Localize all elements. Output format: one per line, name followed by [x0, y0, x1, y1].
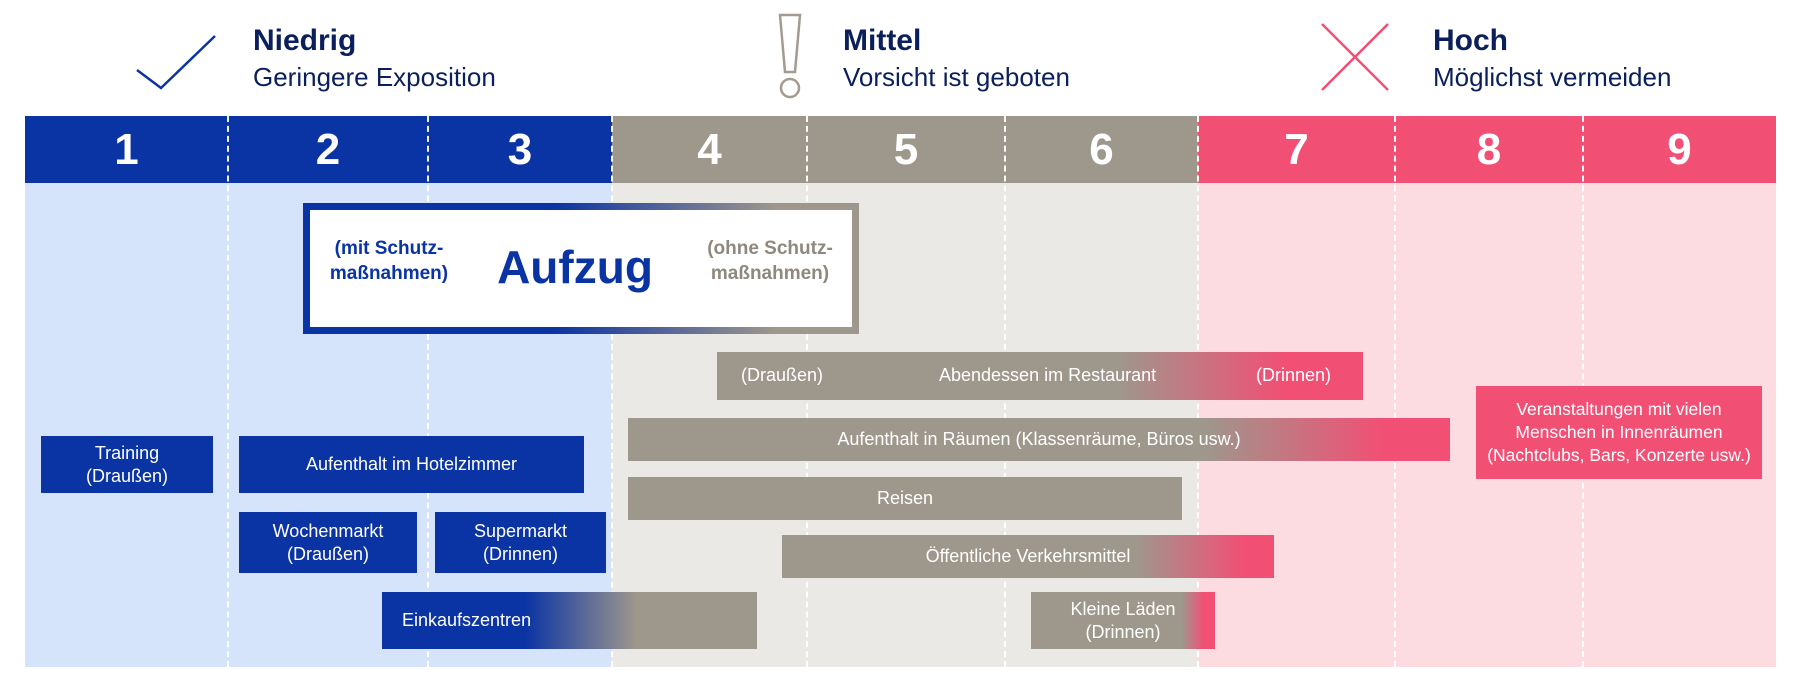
scale-5: 5 — [807, 116, 1005, 183]
activity-travel: Reisen — [628, 477, 1182, 520]
activity-restaurant-dinner: (Draußen) Abendessen im Restaurant (Drin… — [717, 352, 1363, 400]
legend-low-title: Niedrig — [253, 24, 357, 57]
activity-restaurant-inside: (Drinnen) — [1256, 365, 1332, 385]
activity-indoor-rooms: Aufenthalt in Räumen (Klassenräume, Büro… — [628, 418, 1450, 461]
activity-supermarket: Supermarkt (Drinnen) — [435, 512, 606, 573]
activity-public-transport-label: Öffentliche Verkehrsmittel — [925, 546, 1131, 566]
activity-restaurant-title: Abendessen im Restaurant — [939, 365, 1157, 385]
activity-indoor-events: Veranstaltungen mit vielen Menschen in I… — [1476, 386, 1762, 479]
legend-medium-subtitle: Vorsicht ist geboten — [843, 62, 1070, 92]
legend-high-title: Hoch — [1433, 24, 1508, 57]
scale-6: 6 — [1005, 116, 1198, 183]
activity-indoor-events-label: Veranstaltungen mit vielen Menschen in I… — [1487, 399, 1751, 465]
activity-training: Training (Draußen) — [41, 436, 213, 493]
legend-low-subtitle: Geringere Exposition — [253, 62, 496, 92]
checkmark-icon — [136, 35, 216, 90]
legend-high: Hoch Möglichst vermeiden — [1320, 20, 1720, 100]
elevator-without-protection: (ohne Schutz- maßnahmen) — [707, 238, 833, 284]
scale-8: 8 — [1395, 116, 1583, 183]
legend-medium: Mittel Vorsicht ist geboten — [770, 12, 1170, 102]
activity-hotel-room: Aufenthalt im Hotelzimmer — [239, 436, 584, 493]
activity-supermarket-label: Supermarkt (Drinnen) — [473, 520, 568, 564]
legend-low: Niedrig Geringere Exposition — [130, 20, 580, 100]
activity-hotel-room-label: Aufenthalt im Hotelzimmer — [305, 454, 518, 474]
divider — [427, 116, 429, 667]
legend-high-subtitle: Möglichst vermeiden — [1433, 62, 1672, 92]
scale-2: 2 — [228, 116, 428, 183]
divider — [611, 116, 613, 667]
divider — [227, 116, 229, 667]
scale-4: 4 — [612, 116, 807, 183]
scale-3: 3 — [428, 116, 612, 183]
elevator-title: Aufzug — [497, 241, 653, 293]
activity-indoor-rooms-label: Aufenthalt in Räumen (Klassenräume, Büro… — [837, 429, 1241, 449]
cross-icon — [1321, 23, 1389, 91]
scale-1: 1 — [25, 116, 228, 183]
activity-shopping-centers-label: Einkaufszentren — [402, 610, 532, 630]
activity-training-label: Training (Draußen) — [85, 442, 169, 486]
activity-weekly-market: Wochenmarkt (Draußen) — [239, 512, 417, 573]
legend-medium-title: Mittel — [843, 24, 922, 57]
scale-7: 7 — [1198, 116, 1395, 183]
activity-travel-label: Reisen — [876, 488, 934, 508]
divider — [1394, 116, 1396, 667]
exclamation-icon — [778, 13, 802, 99]
scale-9: 9 — [1583, 116, 1776, 183]
activity-small-shops: Kleine Läden (Drinnen) — [1031, 592, 1215, 649]
activity-small-shops-label: Kleine Läden (Drinnen) — [1070, 598, 1176, 642]
activity-restaurant-outside: (Draußen) — [741, 365, 824, 385]
activity-weekly-market-label: Wochenmarkt (Draußen) — [272, 520, 384, 564]
activity-shopping-centers: Einkaufszentren — [382, 592, 757, 649]
elevator-box: (mit Schutz- maßnahmen) Aufzug (ohne Sch… — [303, 203, 859, 334]
activity-public-transport: Öffentliche Verkehrsmittel — [782, 535, 1274, 578]
elevator-with-protection: (mit Schutz- maßnahmen) — [329, 238, 449, 284]
